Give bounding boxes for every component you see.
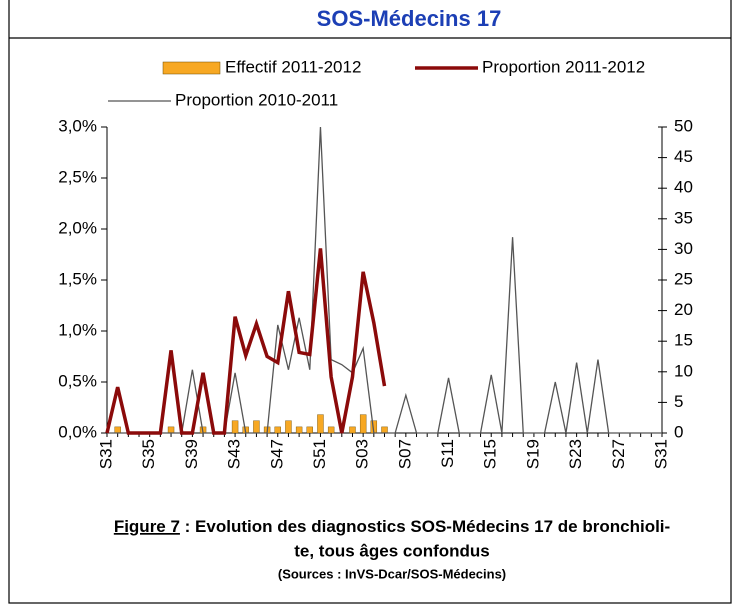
legend-key — [162, 61, 221, 75]
bar — [114, 426, 121, 434]
bar — [359, 414, 367, 434]
line — [107, 126, 662, 434]
bar — [381, 426, 388, 434]
bar — [253, 420, 260, 434]
bar — [306, 426, 313, 434]
caption: Figure 7 : Evolution des diagnostics SOS… — [114, 517, 670, 536]
y-tick-label: 0,5% — [58, 371, 97, 390]
x-tick-label: S07 — [395, 439, 414, 469]
bar — [167, 426, 175, 434]
x-tick-label: S35 — [139, 439, 158, 469]
figure-label: Figure 7 — [114, 517, 180, 536]
bar — [285, 420, 292, 434]
x-tick-label: S47 — [267, 439, 286, 469]
y-tick-label: 1,5% — [58, 269, 97, 288]
chart-title: SOS-Médecins 17 — [317, 6, 502, 31]
bar — [274, 426, 281, 434]
y2-tick-label: 45 — [674, 147, 693, 166]
frame — [8, 0, 732, 604]
y-tick-label: 1,0% — [58, 320, 97, 339]
y-tick-label: 0,0% — [58, 422, 97, 441]
x-tick-label: S27 — [609, 439, 628, 469]
bar — [295, 426, 303, 434]
y2-tick-label: 40 — [674, 178, 693, 197]
y2-tick-label: 35 — [674, 208, 693, 227]
caption-line: te, tous âges confondus — [294, 541, 490, 560]
y2-tick-label: 15 — [674, 331, 693, 350]
y2-tick-label: 5 — [674, 392, 683, 411]
legend-label: Proportion 2011-2012 — [482, 57, 645, 76]
y2-tick-label: 25 — [674, 269, 693, 288]
bar — [349, 426, 356, 434]
x-tick-label: S11 — [438, 439, 457, 468]
y2-tick-label: 50 — [674, 116, 693, 135]
x-tick-label: S19 — [523, 439, 542, 469]
y-tick-label: 3,0% — [58, 116, 97, 135]
y2-tick-label: 10 — [674, 361, 693, 380]
x-tick-label: S31 — [651, 439, 670, 469]
x-tick-label: S15 — [481, 439, 500, 469]
bar — [231, 420, 239, 434]
bar — [317, 414, 324, 434]
y2-tick-label: 20 — [674, 300, 693, 319]
x-tick-label: S23 — [566, 439, 585, 469]
line — [105, 248, 387, 435]
x-tick-label: S31 — [96, 439, 115, 469]
caption-sources: (Sources : InVS-Dcar/SOS-Médecins) — [278, 566, 506, 581]
legend-label: Proportion 2010-2011 — [175, 90, 338, 109]
caption-line: : Evolution des diagnostics SOS-Médecins… — [180, 517, 670, 536]
y-tick-label: 2,0% — [58, 218, 97, 237]
y-tick-label: 2,5% — [58, 167, 97, 186]
x-tick-label: S43 — [225, 439, 244, 469]
x-tick-label: S51 — [310, 439, 329, 469]
bar — [327, 426, 335, 434]
legend-label: Effectif 2011-2012 — [225, 57, 361, 76]
x-tick-label: S03 — [353, 439, 372, 469]
y2-tick-label: 30 — [674, 239, 693, 258]
x-tick-label: S39 — [182, 439, 201, 469]
y2-tick-label: 0 — [674, 422, 683, 441]
